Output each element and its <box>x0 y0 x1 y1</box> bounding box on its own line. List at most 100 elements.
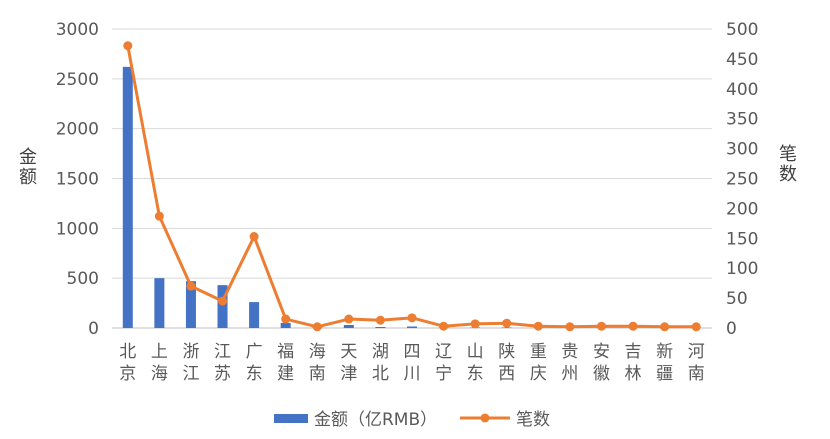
left-tick-label: 2000 <box>56 120 99 140</box>
line-point <box>123 41 133 51</box>
category-label-char: 东 <box>246 364 263 384</box>
category-label-char: 苏 <box>214 364 231 384</box>
category-label-char: 吉 <box>625 342 642 362</box>
category-label-char: 浙 <box>182 342 199 362</box>
category-label-char: 南 <box>688 364 705 384</box>
category-label-char: 北 <box>119 342 136 362</box>
category-label-char: 川 <box>404 364 421 384</box>
category-label-char: 京 <box>119 364 136 384</box>
right-tick-label: 0 <box>726 319 737 339</box>
line-point <box>312 322 322 332</box>
category-label-char: 江 <box>182 364 199 384</box>
line-point <box>344 314 354 324</box>
category-label-char: 重 <box>530 342 547 362</box>
category-label-char: 海 <box>309 342 326 362</box>
bar <box>217 285 228 328</box>
category-label-char: 津 <box>340 364 357 384</box>
right-axis-ticks: 0 50 100 150 200 250 300 350 400 450 500 <box>726 20 758 339</box>
category-label-char: 南 <box>309 364 326 384</box>
legend-line-label: 笔数 <box>516 410 550 430</box>
category-label-char: 新 <box>656 342 673 362</box>
line-point <box>628 321 638 331</box>
category-label-char: 宁 <box>435 364 452 384</box>
line-point <box>565 322 575 332</box>
category-label-char: 州 <box>561 364 578 384</box>
category-label-char: 陕 <box>498 342 515 362</box>
line-point <box>186 281 196 291</box>
line-point <box>407 313 417 323</box>
legend: 金额（亿RMB） 笔数 <box>274 410 550 430</box>
category-label-char: 广 <box>246 342 263 362</box>
left-axis-title-char-2: 额 <box>19 167 37 188</box>
bar <box>154 278 165 328</box>
line-point <box>691 322 701 332</box>
series-line <box>126 45 697 329</box>
legend-bar-swatch <box>274 414 308 423</box>
bar <box>122 66 133 328</box>
right-tick-label: 150 <box>726 229 758 249</box>
right-tick-label: 200 <box>726 199 758 219</box>
legend-line-marker <box>480 413 490 423</box>
category-label-char: 河 <box>688 342 705 362</box>
bar <box>185 281 196 328</box>
category-label-char: 西 <box>498 364 515 384</box>
line-point <box>154 211 164 221</box>
left-tick-label: 0 <box>88 319 99 339</box>
gridlines <box>112 28 712 329</box>
line-point <box>281 314 291 324</box>
line-point <box>218 296 228 306</box>
right-tick-label: 250 <box>726 170 758 190</box>
right-axis-title-char-2: 数 <box>779 164 797 185</box>
left-tick-label: 1000 <box>56 219 99 239</box>
category-label-char: 海 <box>151 364 168 384</box>
bar <box>375 327 386 328</box>
category-label-char: 上 <box>151 342 168 362</box>
right-tick-label: 450 <box>726 50 758 70</box>
line-point <box>249 232 259 242</box>
line-point <box>439 321 449 331</box>
left-tick-label: 1500 <box>56 170 99 190</box>
category-label-char: 疆 <box>656 364 673 384</box>
left-axis-title-char-1: 金 <box>19 147 37 168</box>
right-tick-label: 350 <box>726 110 758 130</box>
category-label-char: 林 <box>625 364 642 384</box>
category-label-char: 东 <box>467 364 484 384</box>
line-point <box>375 315 385 325</box>
category-label-char: 建 <box>277 364 294 384</box>
legend-bar-label: 金额（亿RMB） <box>314 410 437 430</box>
line-point <box>596 321 606 331</box>
right-tick-label: 100 <box>726 259 758 279</box>
category-label-char: 江 <box>214 342 231 362</box>
category-label-char: 贵 <box>561 342 578 362</box>
category-label-char: 徽 <box>593 364 610 384</box>
bar <box>407 326 417 328</box>
left-axis-ticks: 0 500 1000 1500 2000 2500 3000 <box>56 20 99 339</box>
right-tick-label: 400 <box>726 80 758 100</box>
category-label-char: 北 <box>372 364 389 384</box>
category-label-char: 山 <box>467 342 484 362</box>
line-point <box>660 322 670 332</box>
category-label-char: 四 <box>404 342 421 362</box>
category-label-char: 庆 <box>530 364 547 384</box>
right-axis-title-char-1: 笔 <box>779 144 797 165</box>
category-label-char: 安 <box>593 342 610 362</box>
line-series <box>123 41 701 332</box>
left-tick-label: 3000 <box>56 20 99 40</box>
category-label-char: 辽 <box>435 342 452 362</box>
bar <box>249 302 260 328</box>
bar <box>280 323 291 328</box>
bar-series <box>122 66 702 328</box>
right-tick-label: 300 <box>726 140 758 160</box>
right-tick-label: 50 <box>726 289 748 309</box>
category-label-char: 天 <box>340 342 357 362</box>
category-label-char: 福 <box>277 342 294 362</box>
line-point <box>533 321 543 331</box>
bar <box>343 325 354 328</box>
left-tick-label: 2500 <box>56 70 99 90</box>
line-point <box>470 319 480 329</box>
line-point <box>502 318 512 328</box>
left-tick-label: 500 <box>67 269 99 289</box>
category-label-char: 湖 <box>372 342 389 362</box>
